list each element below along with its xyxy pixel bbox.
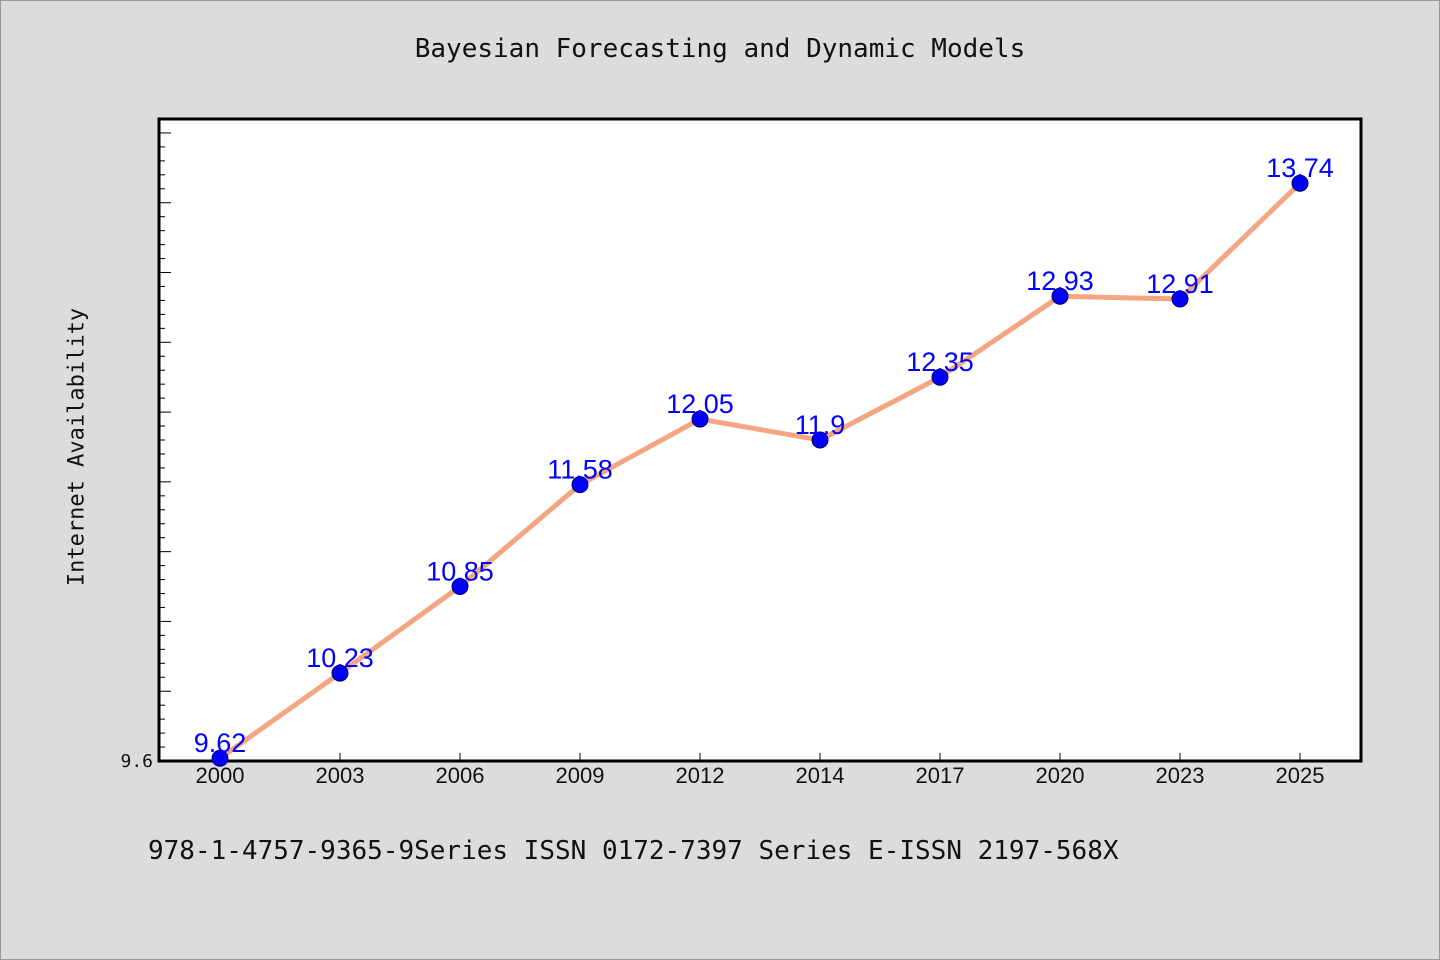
data-point <box>331 664 349 682</box>
x-tick-label: 2020 <box>1036 763 1085 788</box>
chart-title: Bayesian Forecasting and Dynamic Models <box>414 34 1026 64</box>
x-tick-label: 2025 <box>1276 763 1325 788</box>
data-labels-layer: 9.62 10.23 10.85 11.58 12.05 11.9 12.35 12.93 12… <box>194 153 1334 758</box>
data-point <box>451 578 469 596</box>
x-tick-label: 2017 <box>916 763 965 788</box>
data-label: 12.93 <box>1026 266 1094 296</box>
series-line <box>218 181 1302 761</box>
data-point <box>1171 290 1189 308</box>
series-layer <box>211 174 1309 767</box>
x-tick-label: 2023 <box>1156 763 1205 788</box>
x-tick-label: 2003 <box>316 763 365 788</box>
data-label: 12.05 <box>666 389 734 419</box>
x-tick-label: 2000 <box>196 763 245 788</box>
data-point <box>1291 174 1309 192</box>
data-label: 11.58 <box>547 455 613 485</box>
data-point <box>571 476 589 494</box>
plot-area <box>157 117 1363 763</box>
x-tick-label: 2009 <box>556 763 605 788</box>
data-point <box>1051 287 1069 305</box>
data-point <box>931 368 949 386</box>
data-point <box>211 749 229 767</box>
data-label: 13.74 <box>1266 153 1334 183</box>
data-label: 12.91 <box>1146 269 1214 299</box>
data-label: 9.62 <box>194 728 247 758</box>
x-tick-label: 2006 <box>436 763 485 788</box>
data-label: 12.35 <box>906 347 974 377</box>
y-axis-minor-ticks <box>159 132 171 762</box>
footer-isbn-text: 978-1-4757-9365-9Series ISSN 0172-7397 S… <box>148 836 1119 866</box>
y-axis-ticks: 9.6 <box>120 751 153 772</box>
y-tick-label: 9.6 <box>120 751 153 772</box>
data-label: 10.23 <box>306 643 374 673</box>
data-point <box>811 431 829 449</box>
x-tick-label: 2014 <box>796 763 845 788</box>
data-point <box>691 410 709 428</box>
x-axis-ticks: 2000 2003 2006 2009 2012 2014 2017 2020 2023 2025 <box>196 753 1325 788</box>
data-label: 11.9 <box>795 410 846 440</box>
data-label: 10.85 <box>426 557 494 587</box>
x-tick-label: 2012 <box>676 763 725 788</box>
